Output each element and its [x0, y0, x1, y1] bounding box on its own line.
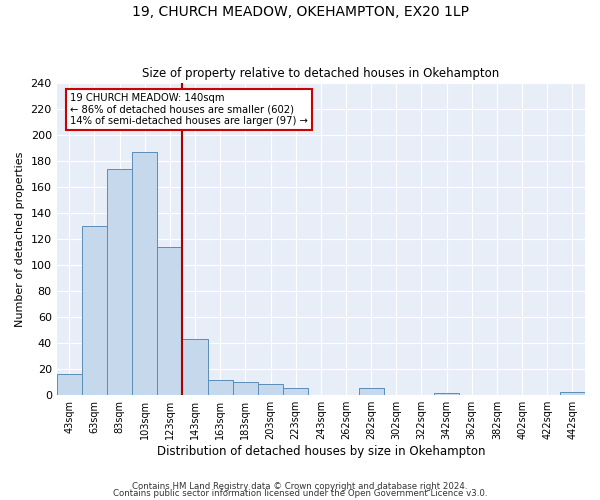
Bar [233, 382, 258, 394]
Text: 19 CHURCH MEADOW: 140sqm
← 86% of detached houses are smaller (602)
14% of semi-: 19 CHURCH MEADOW: 140sqm ← 86% of detach… [70, 93, 308, 126]
Text: 19, CHURCH MEADOW, OKEHAMPTON, EX20 1LP: 19, CHURCH MEADOW, OKEHAMPTON, EX20 1LP [131, 5, 469, 19]
Bar [132, 152, 157, 394]
Y-axis label: Number of detached properties: Number of detached properties [15, 152, 25, 327]
Bar [283, 388, 308, 394]
Bar [56, 374, 82, 394]
Text: Contains HM Land Registry data © Crown copyright and database right 2024.: Contains HM Land Registry data © Crown c… [132, 482, 468, 491]
Bar [107, 169, 132, 394]
Bar [359, 388, 384, 394]
Text: Contains public sector information licensed under the Open Government Licence v3: Contains public sector information licen… [113, 490, 487, 498]
Bar [258, 384, 283, 394]
Bar [560, 392, 585, 394]
Bar [82, 226, 107, 394]
Title: Size of property relative to detached houses in Okehampton: Size of property relative to detached ho… [142, 66, 499, 80]
Bar [182, 339, 208, 394]
Bar [208, 380, 233, 394]
X-axis label: Distribution of detached houses by size in Okehampton: Distribution of detached houses by size … [157, 444, 485, 458]
Bar [157, 247, 182, 394]
